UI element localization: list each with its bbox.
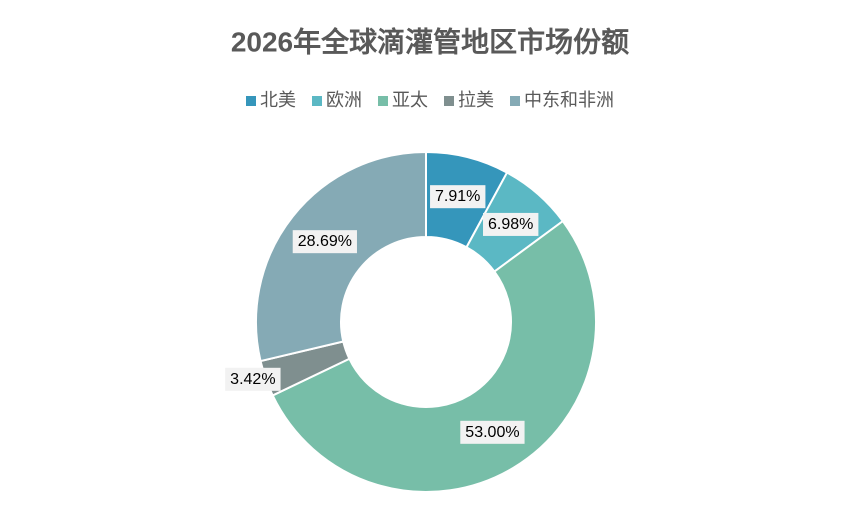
chart-title: 2026年全球滴灌管地区市场份额 [231,25,629,57]
legend-swatch [510,96,520,106]
donut-slice [255,150,427,363]
data-label: 53.00% [465,424,519,441]
legend-label: 中东和非洲 [524,90,614,110]
data-label-bg [483,212,539,236]
data-label: 7.91% [435,188,480,205]
legend-label: 亚太 [392,90,428,110]
data-label: 6.98% [488,216,533,233]
legend-swatch [378,96,388,106]
data-label: 3.42% [230,371,275,388]
legend-swatch [312,96,322,106]
data-label-bg [292,230,357,254]
data-label-bg [225,367,281,391]
legend-label: 欧洲 [326,90,362,110]
data-label-bg [460,420,525,444]
data-label: 28.69% [298,233,352,250]
legend-label: 拉美 [458,90,494,110]
legend: 北美 欧洲 亚太 拉美 中东和非洲 [246,90,614,110]
legend-swatch [246,96,256,106]
legend-swatch [444,96,454,106]
data-label-bg [430,185,486,209]
legend-label: 北美 [260,90,296,110]
